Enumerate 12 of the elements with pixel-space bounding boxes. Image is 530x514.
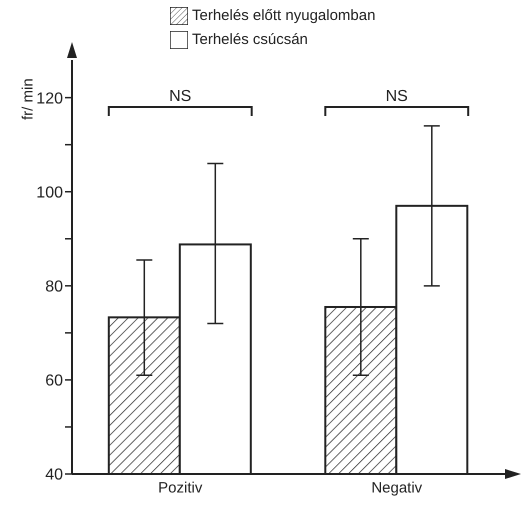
legend-label: Terhelés előtt nyugalomban — [192, 7, 376, 24]
y-tick-label: 60 — [45, 372, 64, 390]
y-tick-label: 100 — [36, 184, 64, 202]
annotation: NS — [386, 88, 408, 106]
x-tick-label: Negativ — [371, 480, 423, 497]
y-axis-title: fr/ min — [20, 78, 37, 120]
y-tick-label: 40 — [45, 466, 64, 484]
x-tick-label: Pozitiv — [158, 480, 203, 497]
y-tick-label: 80 — [45, 278, 64, 296]
legend-label: Terhelés csúcsán — [192, 31, 308, 48]
annotation: NS — [169, 88, 192, 106]
y-tick-label: 120 — [36, 90, 64, 108]
